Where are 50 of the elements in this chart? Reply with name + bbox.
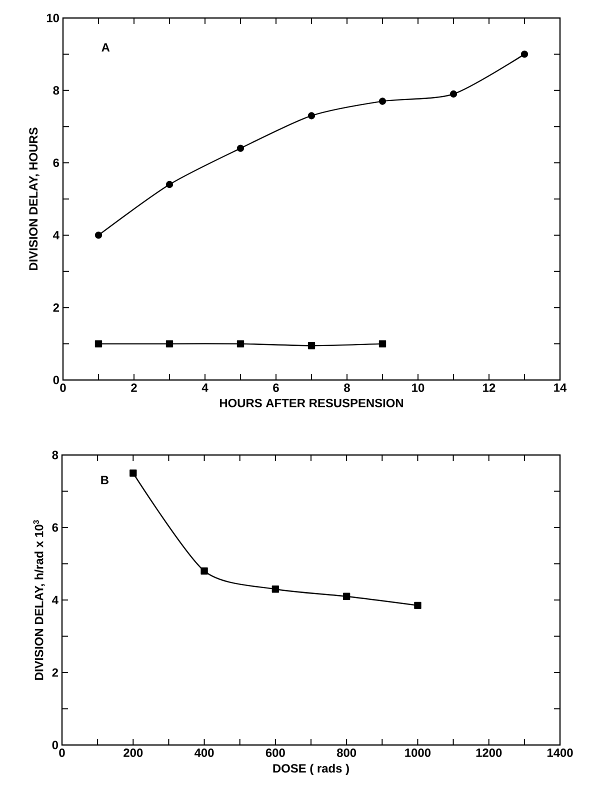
point [342,592,350,600]
y-tick-label: 6 [52,523,58,532]
point [236,340,244,348]
y-tick-label: 8 [53,86,60,95]
x-tick-label: 4 [202,384,208,392]
x-tick-label: 0 [59,748,65,757]
y-tick-label: 4 [53,231,60,240]
x-tick-label: 14 [554,384,567,392]
y-tick-label: 0 [53,376,59,384]
point [414,602,422,610]
y-tick-label: 0 [52,740,58,750]
point [378,340,386,348]
x-axis-title: DOSE ( rads ) [273,764,349,775]
x-tick-label: 800 [336,748,356,757]
y-tick-label: 2 [53,303,60,312]
y-tick-label: 10 [46,14,59,22]
point [236,144,244,152]
x-tick-label: 2 [131,384,137,392]
point [94,340,102,348]
point [272,586,280,593]
point [308,342,316,350]
x-tick-label: 0 [60,384,66,392]
y-tick-label: 2 [52,668,58,677]
x-axis-title: HOURS AFTER RESUSPENSION [220,398,404,408]
y-axis-title: DIVISION DELAY, h/rad x 10$^{3}$ [33,520,45,680]
x-tick-label: 6 [273,384,279,392]
x-tick-label: 1400 [547,748,573,757]
x-tick-label: 10 [412,384,424,392]
x-tick-label: 400 [194,748,214,757]
point [308,112,316,120]
y-tick-label: 4 [52,596,58,604]
point [166,340,174,348]
annotation: A [102,43,110,52]
x-tick-label: 8 [344,384,350,392]
point [450,90,458,98]
x-tick-label: 600 [266,748,285,757]
x-tick-label: 1000 [405,748,431,757]
point [94,232,102,239]
y-axis-title: DIVISION DELAY, HOURS [29,128,40,270]
y-tick-label: 8 [52,450,58,460]
point [520,50,528,58]
point [130,470,137,477]
point [200,567,208,575]
x-tick-label: 12 [483,384,496,392]
y-tick-label: 6 [53,158,60,168]
x-tick-label: 200 [124,748,143,757]
point [378,98,386,105]
annotation: B [101,476,108,484]
x-tick-label: 1200 [476,748,502,757]
point [166,180,174,188]
